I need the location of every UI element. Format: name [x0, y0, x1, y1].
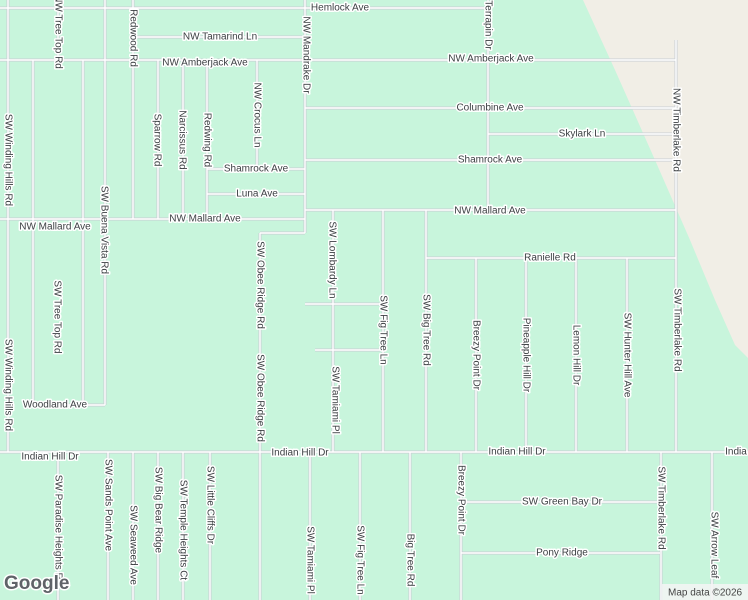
street-label: SW Paradise Heights Rd	[52, 475, 63, 586]
street-label: Sparrow Rd	[151, 114, 162, 167]
street-label: Redwood Rd	[127, 9, 138, 67]
street-label: Columbine Ave	[456, 103, 524, 114]
street-label: Luna Ave	[236, 189, 278, 200]
street-label: SW Buena Vista Rd	[98, 186, 109, 274]
street-label: Breezy Point Dr	[455, 465, 466, 536]
logo: Google	[4, 573, 69, 594]
street-label: SW Sands Point Ave	[102, 459, 113, 552]
street-label: SW Timberlake Rd	[671, 288, 682, 371]
street-label: SW Winding Hills Rd	[2, 114, 13, 206]
street-label: Narcissus Rd	[176, 110, 187, 169]
street-label: SW Tamiami Pl	[329, 366, 340, 434]
street-label: NW Tree Top Rd	[52, 0, 63, 69]
street-label: SW Winding Hills Rd	[2, 339, 13, 431]
street-label: Big Tree Rd	[404, 534, 415, 587]
street-label: SW Big Bear Ridge	[152, 467, 163, 554]
street-label: NW Tamarind Ln	[183, 32, 257, 43]
street-label: SW Hunter Hill Ave	[621, 313, 632, 398]
street-label: NW Mallard Ave	[19, 222, 91, 233]
street-label: NW Mallard Ave	[454, 206, 526, 217]
street-label: Terrapin Dr	[482, 0, 493, 50]
street-label: SW Arrow Leaf	[708, 512, 719, 579]
street-label: NW Amberjack Ave	[162, 58, 248, 69]
street-label: SW Obee Ridge Rd	[254, 241, 265, 329]
street-label: Ranielle Rd	[524, 253, 576, 264]
street-label: SW Seaweed Ave	[127, 505, 138, 585]
street-label: Woodland Ave	[23, 400, 88, 411]
street-label: Skylark Ln	[559, 129, 606, 140]
attribution: Map data ©2026	[668, 588, 743, 599]
open-area	[583, 0, 748, 358]
street-label: SW Obee Ridge Rd	[254, 354, 265, 442]
street-label: NW Amberjack Ave	[448, 54, 534, 65]
street-label: India	[725, 447, 747, 458]
street-label: Shamrock Ave	[224, 164, 289, 175]
street-label: NW Mandrake Dr	[300, 16, 311, 94]
street-label: SW Fig Tree Ln	[377, 295, 388, 364]
street-label: SW Temple Heights Ct	[177, 480, 188, 581]
street-label: SW Timberlake Rd	[655, 466, 666, 549]
street-label: Redwing Rd	[201, 113, 212, 167]
street-label: Pineapple Hill Dr	[520, 318, 531, 393]
street-label: NW Mallard Ave	[169, 214, 241, 225]
street-label: SW Tamiami Pl	[304, 526, 315, 594]
street-label: Lemon Hill Dr	[570, 325, 581, 386]
street-label: Indian Hill Dr	[488, 447, 546, 458]
street-label: SW Lombardy Ln	[326, 221, 337, 298]
street-label: NW Crocus Ln	[251, 82, 262, 147]
street-label: SW Green Bay Dr	[522, 497, 603, 508]
street-label: Hemlock Ave	[311, 3, 370, 14]
street-label: Indian Hill Dr	[271, 448, 329, 459]
street-label: Pony Ridge	[536, 548, 588, 559]
street-label: Indian Hill Dr	[21, 452, 79, 463]
street-label: Breezy Point Dr	[470, 320, 481, 391]
street-label: SW Tree Top Rd	[51, 280, 62, 353]
street-label: NW Timberlake Rd	[670, 88, 681, 172]
street-label: SW Fig Tree Ln	[354, 525, 365, 594]
street-label: SW Big Tree Rd	[420, 294, 431, 366]
attribution-bg	[662, 584, 748, 600]
street-label: SW Little Cliffs Dr	[204, 466, 215, 545]
street-label: Shamrock Ave	[458, 155, 523, 166]
